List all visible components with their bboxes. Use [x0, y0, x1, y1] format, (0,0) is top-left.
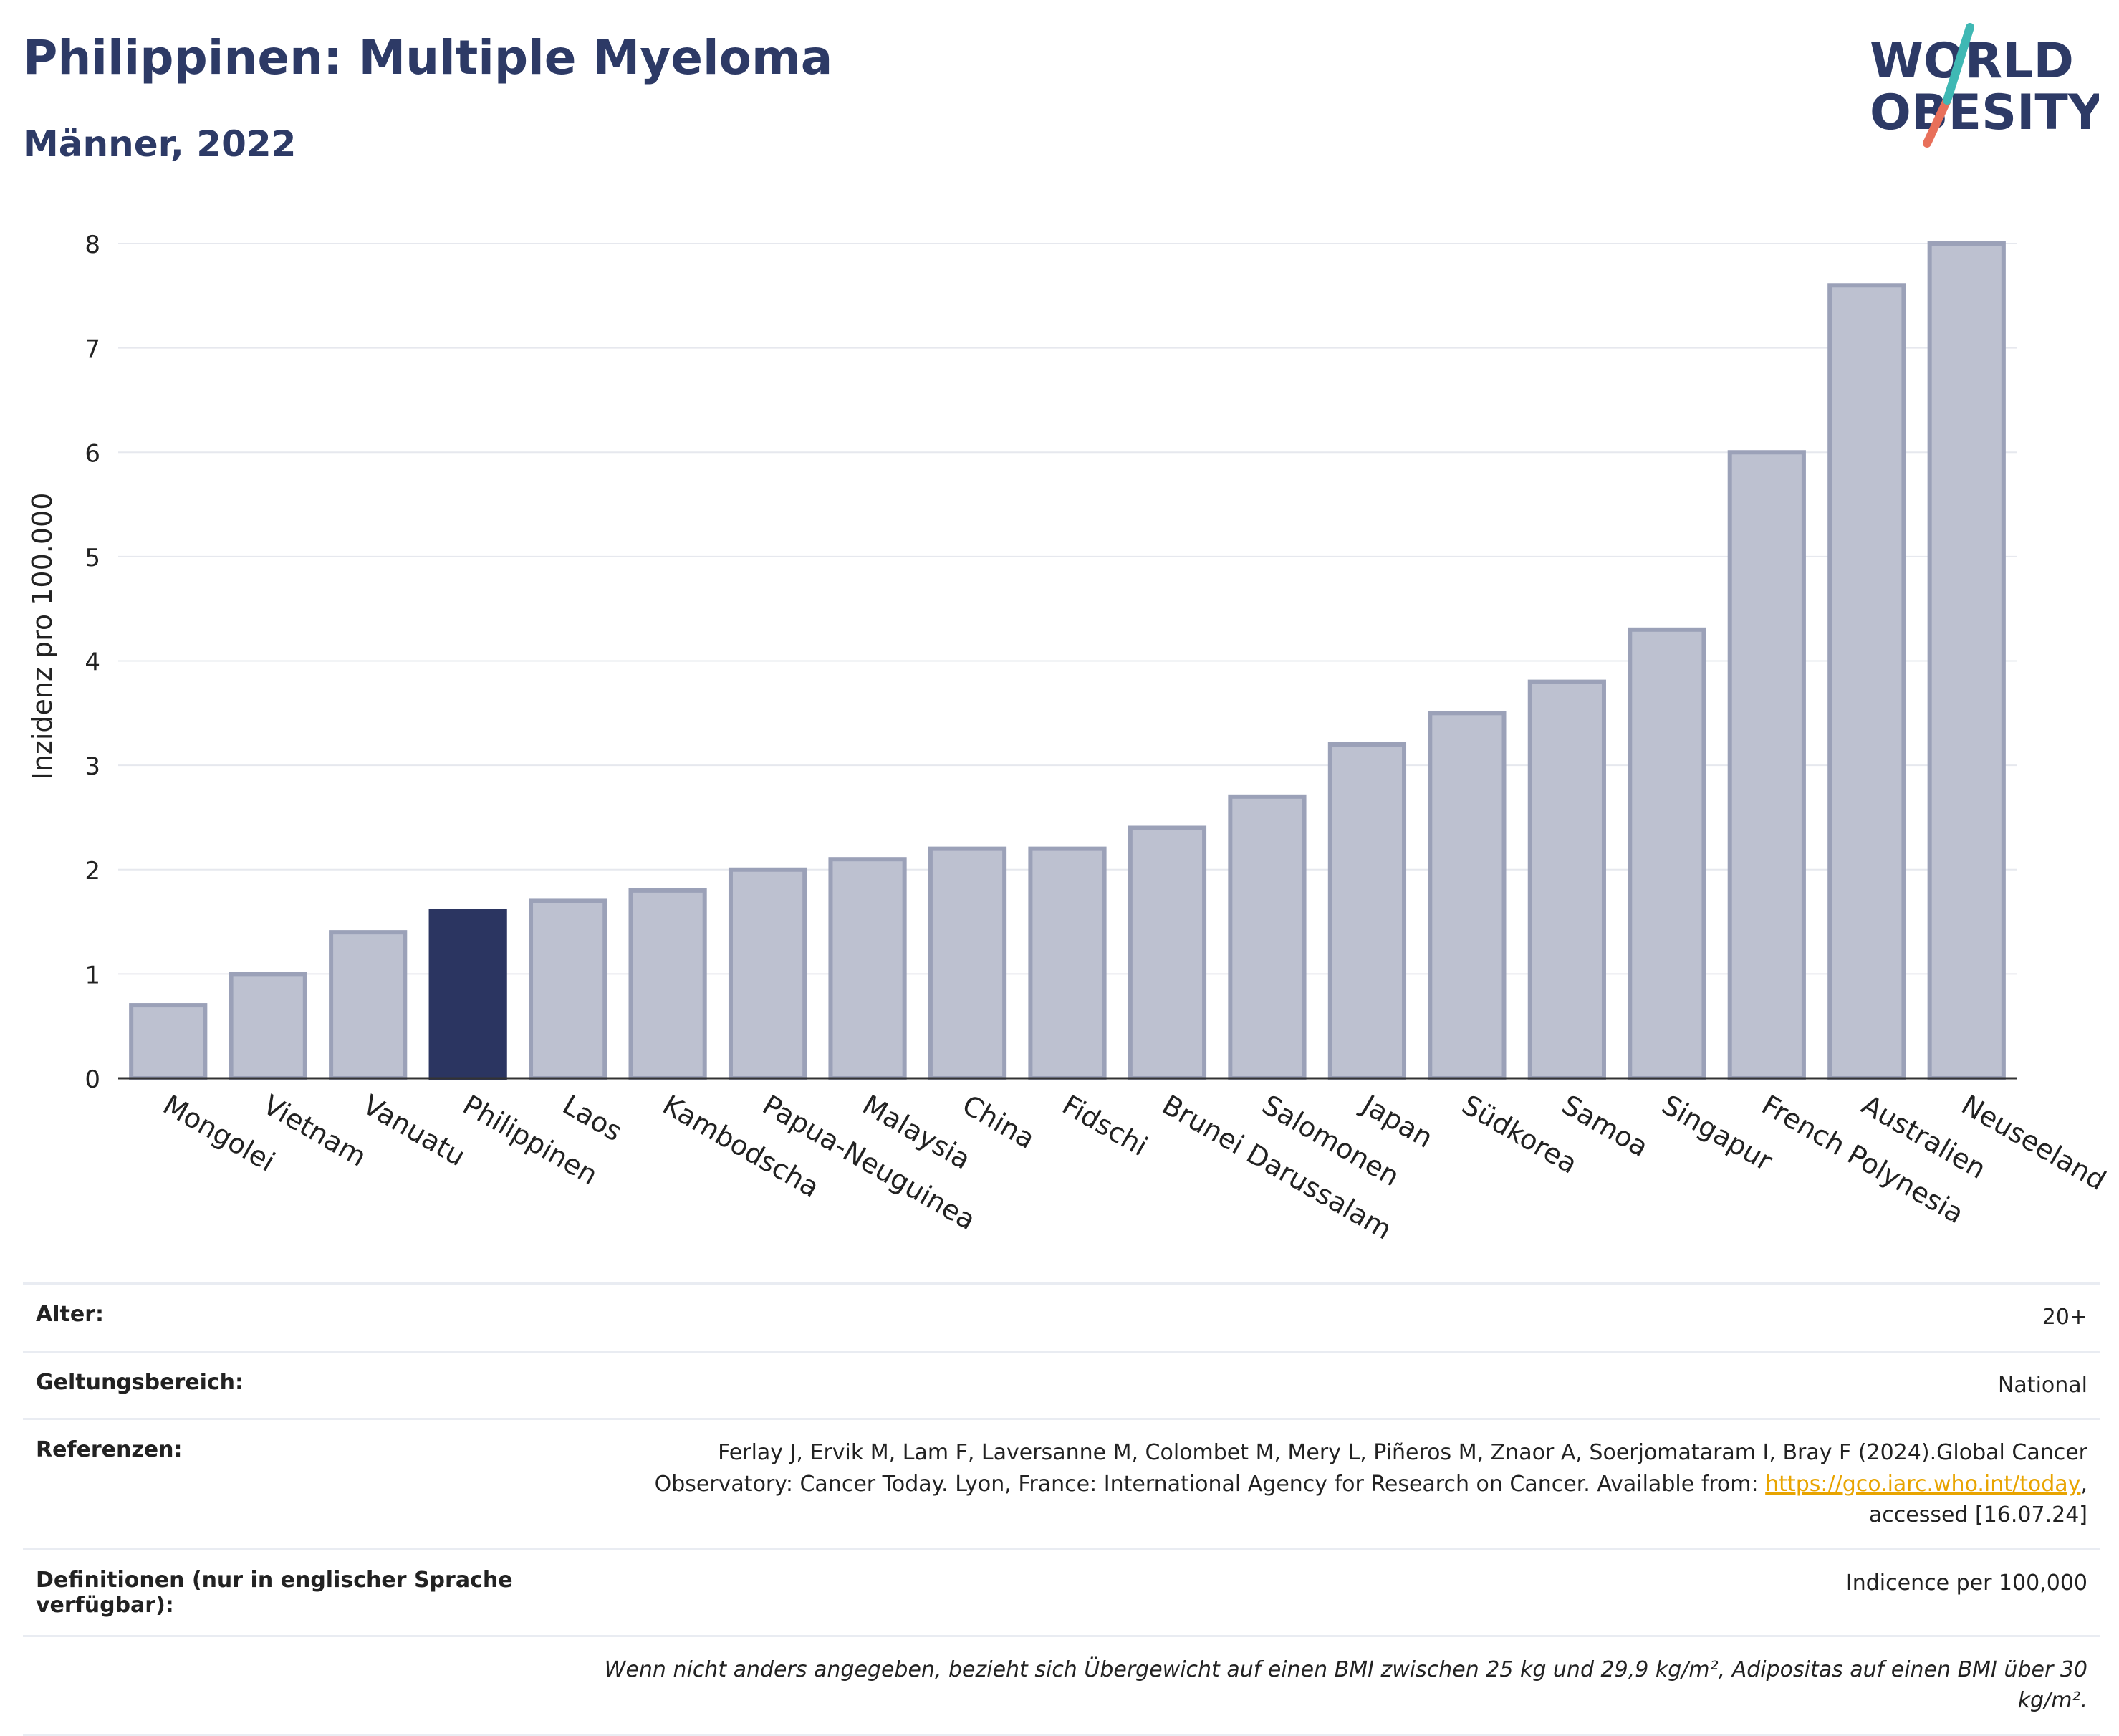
y-tick-label: 4	[85, 648, 100, 677]
x-tick-label: Singapur	[1656, 1089, 1778, 1177]
bar-neuseeland	[1927, 241, 2006, 1080]
y-tick-label: 3	[85, 752, 100, 781]
y-tick-label: 8	[85, 231, 100, 259]
bar-kambodscha	[628, 888, 707, 1080]
bar-salomonen	[1228, 794, 1307, 1080]
bar-vietnam	[229, 972, 307, 1080]
chart-title: Philippinen: Multiple Myeloma	[23, 30, 833, 85]
logo-slash-upper	[1943, 23, 1974, 105]
references-value: Ferlay J, Ervik M, Lam F, Laversanne M, …	[583, 1437, 2087, 1531]
y-tick-label: 0	[85, 1065, 100, 1094]
age-value: 20+	[2042, 1305, 2087, 1330]
bar-japan	[1327, 742, 1407, 1080]
meta-row-references: Referenzen: Ferlay J, Ervik M, Lam F, La…	[23, 1418, 2100, 1548]
logo-text-obesity: OBESITY	[1870, 85, 2099, 141]
logo-slash-lower	[1923, 96, 1951, 148]
x-tick-label: Mongolei	[158, 1089, 280, 1178]
x-tick-label: Vietnam	[258, 1089, 372, 1173]
meta-row-scope: Geltungsbereich: National	[23, 1350, 2100, 1419]
bar-australien	[1827, 283, 1906, 1080]
x-tick-label: Fidschi	[1057, 1089, 1153, 1163]
references-label: Referenzen:	[36, 1437, 183, 1462]
bar-südkorea	[1428, 711, 1507, 1080]
bar-french-polynesia	[1727, 450, 1806, 1080]
meta-row-note: Wenn nicht anders angegeben, bezieht sic…	[23, 1634, 2100, 1736]
bar-vanuatu	[329, 930, 408, 1080]
bar-mongolei	[129, 1003, 208, 1080]
meta-row-definitions: Definitionen (nur in englischer Sprache …	[23, 1548, 2100, 1635]
bar-samoa	[1527, 679, 1606, 1080]
bmi-note: Wenn nicht anders angegeben, bezieht sic…	[604, 1656, 2087, 1714]
age-label: Alter:	[36, 1302, 104, 1327]
world-obesity-logo: WORLD OBESITY	[1870, 23, 2099, 148]
scope-label: Geltungsbereich:	[36, 1369, 244, 1395]
bar-brunei-darussalam	[1128, 825, 1207, 1080]
bar-laos	[529, 898, 607, 1080]
bar-philippinen	[428, 909, 507, 1080]
bar-papua-neuguinea	[728, 867, 807, 1080]
bar-singapur	[1628, 627, 1706, 1080]
definitions-label: Definitionen (nur in englischer Sprache …	[36, 1567, 513, 1618]
y-axis-label: Inzidenz pro 100.000	[27, 493, 58, 780]
definitions-value: Indicence per 100,000	[1845, 1570, 2087, 1596]
x-tick-label: Neuseeland	[1956, 1089, 2111, 1197]
x-tick-label: Vanuatu	[357, 1089, 471, 1172]
references-link[interactable]: https://gco.iarc.who.int/today	[1765, 1471, 2081, 1497]
x-tick-label: Laos	[557, 1089, 628, 1148]
bar-fidschi	[1028, 846, 1107, 1080]
y-tick-label: 2	[85, 857, 100, 886]
metadata-table: Alter: 20+ Geltungsbereich: National Ref…	[23, 1282, 2100, 1736]
bar-malaysia	[828, 857, 907, 1080]
scope-value: National	[1997, 1372, 2087, 1398]
y-tick-label: 1	[85, 961, 100, 989]
y-tick-label: 6	[85, 439, 100, 468]
bar-china	[928, 846, 1007, 1080]
y-tick-label: 7	[85, 335, 100, 364]
references-accessed: , accessed [16.07.24]	[1868, 1471, 2087, 1528]
y-tick-label: 5	[85, 544, 100, 572]
chart-subtitle: Männer, 2022	[23, 123, 297, 165]
logo-text-world: WORLD	[1870, 33, 2074, 90]
references-text: Ferlay J, Ervik M, Lam F, Laversanne M, …	[654, 1440, 2087, 1497]
meta-row-age: Alter: 20+	[23, 1282, 2100, 1351]
